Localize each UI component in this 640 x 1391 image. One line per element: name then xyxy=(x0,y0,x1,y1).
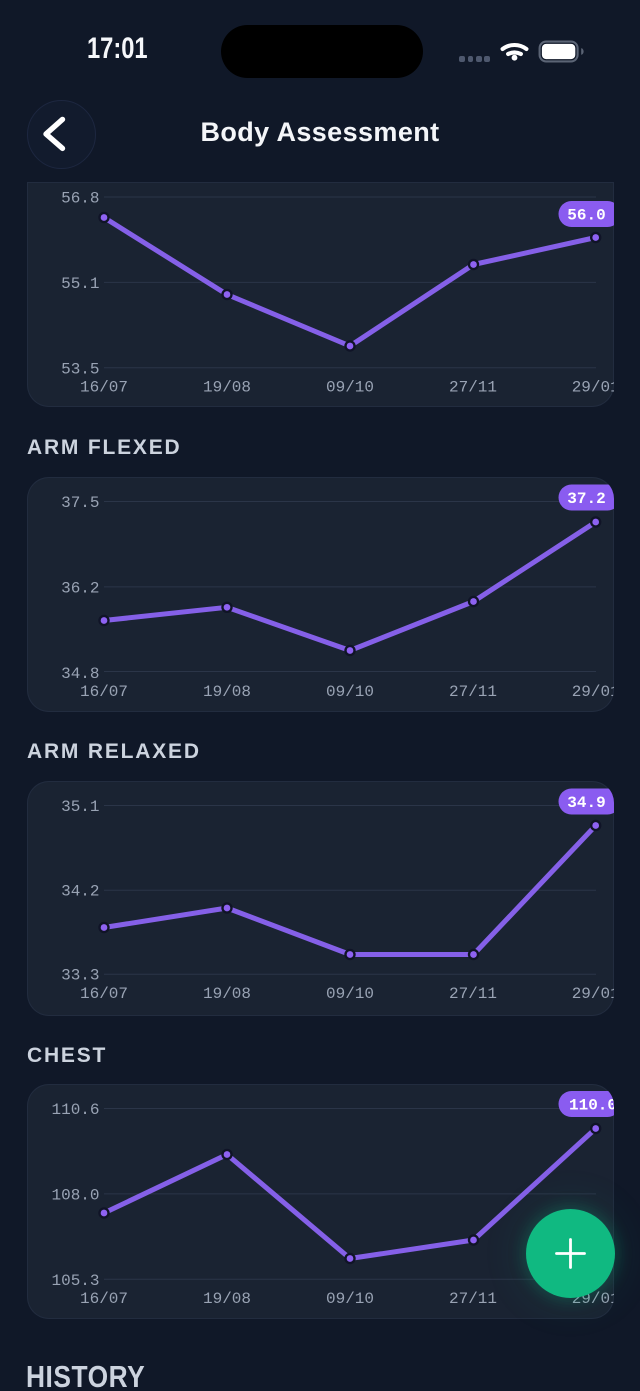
svg-text:19/08: 19/08 xyxy=(203,683,251,701)
svg-text:16/07: 16/07 xyxy=(80,378,128,396)
svg-text:56.8: 56.8 xyxy=(61,190,99,208)
svg-text:34.2: 34.2 xyxy=(61,883,99,901)
svg-text:19/08: 19/08 xyxy=(203,985,251,1003)
svg-text:56.0: 56.0 xyxy=(567,207,605,225)
svg-text:29/01: 29/01 xyxy=(572,378,620,396)
svg-text:16/07: 16/07 xyxy=(80,683,128,701)
svg-text:29/01: 29/01 xyxy=(572,683,620,701)
svg-text:27/11: 27/11 xyxy=(449,985,497,1003)
svg-text:53.5: 53.5 xyxy=(61,360,99,378)
svg-text:37.2: 37.2 xyxy=(567,490,605,508)
svg-text:33.3: 33.3 xyxy=(61,967,99,985)
svg-text:16/07: 16/07 xyxy=(80,1290,128,1308)
svg-text:110.6: 110.6 xyxy=(51,1101,99,1119)
svg-text:16/07: 16/07 xyxy=(80,985,128,1003)
svg-text:36.2: 36.2 xyxy=(61,579,99,597)
svg-text:09/10: 09/10 xyxy=(326,1290,374,1308)
svg-text:19/08: 19/08 xyxy=(203,1290,251,1308)
svg-text:35.1: 35.1 xyxy=(61,798,99,816)
svg-text:34.8: 34.8 xyxy=(61,665,99,683)
svg-text:27/11: 27/11 xyxy=(449,378,497,396)
svg-text:09/10: 09/10 xyxy=(326,683,374,701)
svg-text:55.1: 55.1 xyxy=(61,275,99,293)
svg-text:34.9: 34.9 xyxy=(567,794,605,812)
svg-text:27/11: 27/11 xyxy=(449,683,497,701)
svg-text:108.0: 108.0 xyxy=(51,1186,99,1204)
svg-text:09/10: 09/10 xyxy=(326,378,374,396)
svg-text:110.0: 110.0 xyxy=(569,1097,617,1115)
svg-text:37.5: 37.5 xyxy=(61,494,99,512)
svg-text:105.3: 105.3 xyxy=(51,1272,99,1290)
svg-text:09/10: 09/10 xyxy=(326,985,374,1003)
svg-text:19/08: 19/08 xyxy=(203,378,251,396)
svg-text:27/11: 27/11 xyxy=(449,1290,497,1308)
svg-text:29/01: 29/01 xyxy=(572,985,620,1003)
